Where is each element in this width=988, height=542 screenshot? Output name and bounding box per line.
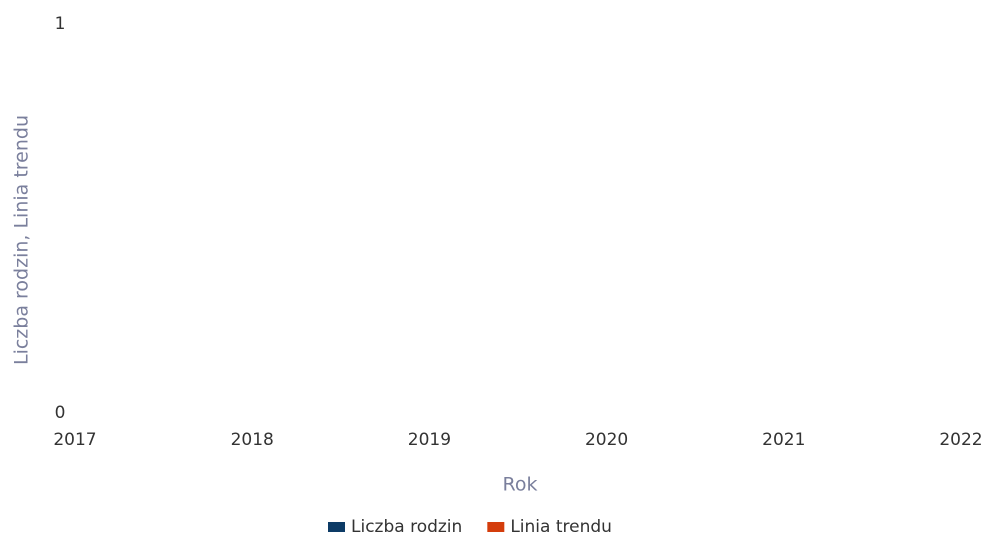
x-tick-label: 2020 bbox=[585, 430, 628, 450]
x-tick-label: 2021 bbox=[762, 430, 805, 450]
y-tick-label: 0 bbox=[55, 403, 66, 423]
legend-swatch bbox=[487, 522, 505, 532]
x-tick-label: 2017 bbox=[53, 430, 96, 450]
y-tick-label: 1 bbox=[55, 14, 66, 34]
legend-swatch bbox=[328, 522, 345, 532]
y-axis-title: Liczba rodzin, Linia trendu bbox=[11, 115, 33, 365]
legend-label: Liczba rodzin bbox=[351, 517, 462, 537]
x-tick-label: 2018 bbox=[231, 430, 274, 450]
legend-label: Linia trendu bbox=[510, 517, 612, 537]
x-tick-label: 2019 bbox=[408, 430, 451, 450]
x-axis-title: Rok bbox=[503, 474, 538, 496]
x-tick-label: 2022 bbox=[939, 430, 982, 450]
